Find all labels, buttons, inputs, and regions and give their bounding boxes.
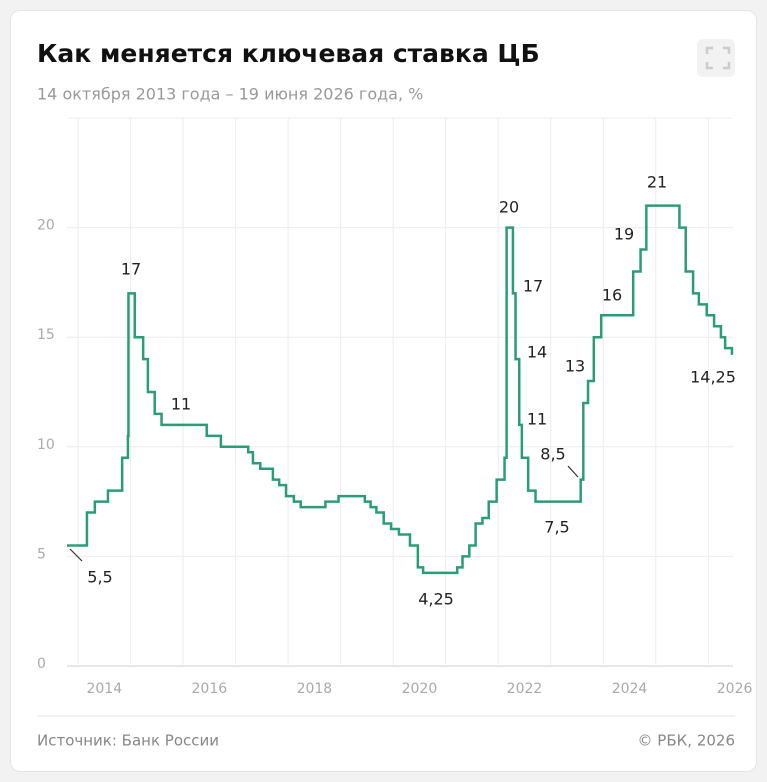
annotation: 16 [602, 286, 622, 305]
expand-button[interactable] [697, 39, 735, 77]
annotation: 13 [565, 357, 585, 376]
x-tick-label: 2018 [297, 681, 333, 697]
annotation: 5,5 [87, 568, 112, 587]
annotation: 20 [499, 198, 519, 217]
copyright: © РБК, 2026 [638, 732, 735, 750]
source: Источник: Банк России [37, 732, 219, 750]
x-tick-label: 2020 [402, 681, 438, 697]
x-tick-label: 2024 [612, 681, 648, 697]
leader-line [69, 548, 83, 562]
annotation: 17 [523, 277, 543, 296]
annotation: 4,25 [418, 590, 454, 609]
annotation: 8,5 [540, 445, 565, 464]
annotation: 17 [121, 260, 141, 279]
annotation: 21 [647, 173, 667, 192]
x-tick-label: 2026 [717, 681, 753, 697]
chart-subtitle: 14 октября 2013 года – 19 июня 2026 года… [37, 85, 423, 104]
x-tick-label: 2022 [507, 681, 543, 697]
annotation: 11 [527, 410, 547, 429]
annotation: 14 [527, 343, 547, 362]
annotation: 14,25 [690, 368, 736, 387]
y-tick-label: 15 [37, 327, 55, 343]
leader-line [567, 465, 579, 478]
annotation: 11 [171, 395, 191, 414]
rate-line [67, 204, 734, 575]
y-tick-label: 0 [37, 656, 46, 672]
chart-title: Как меняется ключевая ставка ЦБ [37, 39, 540, 68]
annotation: 19 [614, 225, 634, 244]
y-tick-label: 5 [37, 546, 46, 562]
x-tick-label: 2016 [192, 681, 228, 697]
annotation: 7,5 [544, 518, 569, 537]
x-tick-label: 2014 [86, 681, 122, 697]
y-tick-label: 10 [37, 437, 55, 453]
card [10, 10, 757, 772]
y-tick-label: 20 [37, 218, 55, 234]
